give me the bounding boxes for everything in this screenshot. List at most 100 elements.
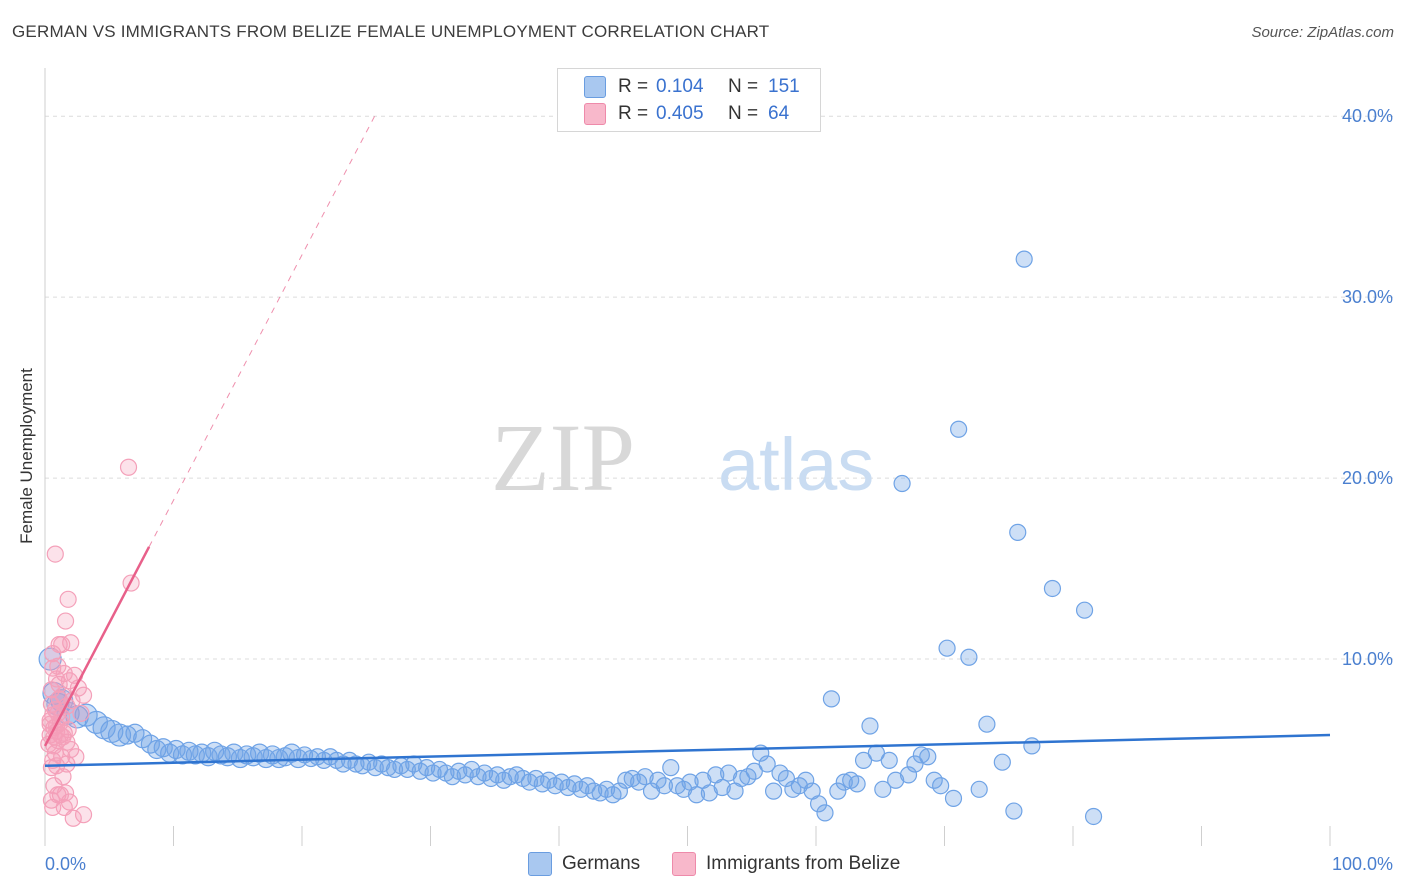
germans-point: [899, 766, 918, 784]
germans-point: [1023, 737, 1041, 755]
germans-point: [107, 723, 132, 747]
watermark-atlas: atlas: [718, 423, 874, 506]
germans-point: [585, 782, 603, 800]
germans-point: [675, 780, 693, 798]
correlation-legend: R = 0.104 N = 151 R = 0.405 N = 64: [557, 68, 821, 132]
legend-swatch-germans: [584, 76, 606, 98]
belize-point: [49, 657, 67, 675]
germans-point: [950, 420, 968, 438]
germans-points: [38, 250, 1103, 826]
germans-point: [501, 768, 519, 786]
germans-point: [816, 804, 834, 822]
germans-point: [993, 753, 1011, 771]
belize-point: [54, 728, 72, 746]
germans-point: [880, 751, 898, 769]
germans-point: [720, 764, 738, 782]
belize-point: [42, 759, 61, 777]
germans-point: [662, 759, 680, 777]
germans-point: [463, 760, 481, 779]
belize-point: [67, 748, 85, 766]
germans-point: [919, 748, 937, 766]
germans-point: [932, 777, 950, 795]
germans-point: [861, 717, 879, 735]
germans-point: [610, 782, 628, 800]
germans-point: [700, 784, 718, 802]
legend-label-germans: Germans: [562, 853, 641, 874]
germans-point: [809, 795, 828, 813]
legend-n-value: 151: [768, 76, 800, 97]
legend-n-label: N =: [728, 103, 759, 124]
legend-r-value: 0.405: [656, 103, 704, 124]
chart-title: GERMAN VS IMMIGRANTS FROM BELIZE FEMALE …: [12, 22, 770, 41]
belize-point: [54, 768, 72, 786]
germans-point: [970, 780, 988, 798]
germans-point: [758, 755, 776, 773]
germans-point: [147, 739, 167, 760]
germans-point: [269, 748, 289, 769]
legend-r-label: R =: [618, 76, 649, 97]
y-tick-label: 30.0%: [1342, 287, 1393, 307]
series-legend: Germans Immigrants from Belize: [0, 852, 1406, 878]
germans-point: [912, 746, 930, 764]
y-tick-label: 20.0%: [1342, 468, 1393, 488]
x-tick-label: 100.0%: [1332, 854, 1393, 874]
belize-point: [47, 670, 66, 688]
legend-r-label: R =: [618, 103, 649, 124]
belize-trend-extension: [148, 112, 377, 548]
legend-label-belize: Immigrants from Belize: [706, 853, 901, 874]
germans-point: [1005, 802, 1023, 820]
germans-point: [938, 639, 956, 657]
germans-point: [617, 771, 635, 789]
germans-point: [764, 782, 783, 800]
germans-point: [1015, 250, 1033, 268]
legend-row-germans: R = 0.104 N = 151: [584, 74, 800, 100]
germans-point: [978, 715, 996, 733]
tick-labels: 10.0% 20.0% 30.0% 40.0% 0.0% 100.0%: [45, 106, 1393, 874]
belize-point: [55, 798, 73, 817]
legend-n-value: 64: [768, 103, 790, 124]
belize-point: [56, 612, 75, 630]
belize-point: [53, 635, 71, 654]
axes: [44, 68, 1331, 846]
belize-point: [59, 590, 77, 608]
belize-point: [74, 686, 93, 704]
germans-point: [687, 786, 706, 804]
germans-point: [642, 782, 661, 800]
legend-r-value: 0.104: [656, 76, 704, 97]
germans-point: [1075, 601, 1094, 619]
belize-point: [44, 645, 62, 663]
belize-points: [40, 458, 140, 827]
legend-swatch-germans: [528, 852, 552, 876]
legend-item-belize[interactable]: Immigrants from Belize: [672, 852, 900, 876]
germans-point: [829, 782, 847, 800]
legend-row-belize: R = 0.405 N = 64: [584, 101, 789, 127]
watermark: ZIP atlas: [491, 404, 874, 511]
germans-point: [745, 762, 763, 780]
germans-point: [1009, 523, 1027, 541]
germans-point: [205, 741, 225, 761]
germans-point: [893, 474, 911, 493]
watermark-zip: ZIP: [491, 404, 635, 511]
belize-point: [74, 806, 93, 824]
germans-point: [117, 725, 137, 745]
legend-swatch-belize: [584, 103, 606, 125]
germans-trend-line: [44, 733, 1331, 768]
belize-point: [46, 545, 64, 563]
germans-point: [960, 648, 978, 666]
belize-trend-line: [43, 546, 151, 747]
belize-point: [50, 690, 68, 708]
source-label: Source: ZipAtlas.com: [1251, 24, 1394, 41]
legend-item-germans[interactable]: Germans: [528, 852, 640, 876]
germans-point: [732, 769, 751, 788]
belize-point: [119, 458, 138, 476]
germans-point: [1084, 807, 1103, 826]
germans-point: [854, 751, 873, 769]
belize-point: [45, 777, 63, 795]
y-tick-label: 40.0%: [1342, 106, 1393, 126]
germans-point: [822, 690, 841, 708]
germans-point: [777, 769, 796, 788]
germans-point: [636, 768, 654, 786]
germans-point: [835, 773, 853, 791]
germans-point: [944, 789, 963, 807]
